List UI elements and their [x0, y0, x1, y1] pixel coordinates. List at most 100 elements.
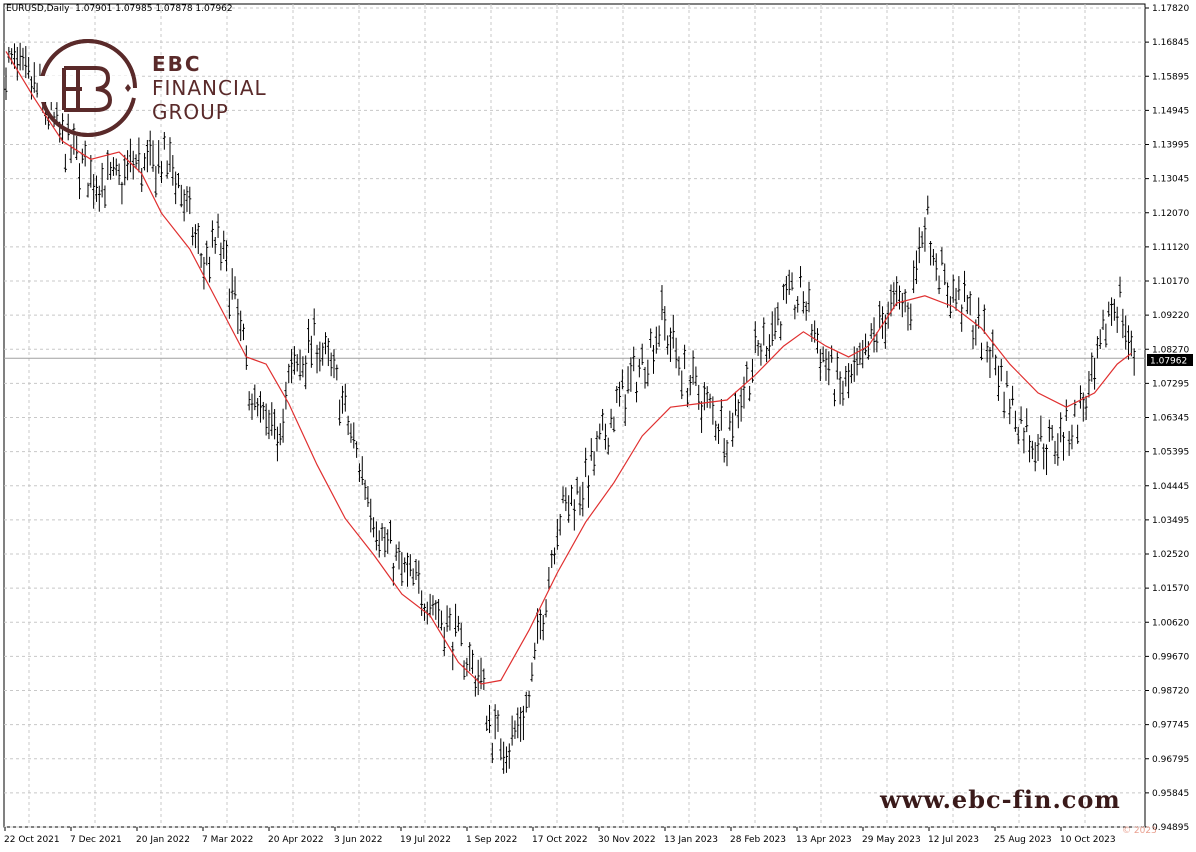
ohlc-bar: [957, 276, 961, 301]
ohlc-bar: [264, 403, 268, 436]
ohlc-bar: [770, 311, 774, 346]
ohlc-bar: [437, 598, 441, 628]
ohlc-bar: [954, 287, 958, 311]
ohlc-bar: [338, 399, 342, 426]
ohlc-bar: [934, 253, 938, 281]
ohlc-bar: [216, 213, 220, 238]
ohlc-bar: [527, 690, 531, 708]
ohlc-bar: [909, 303, 913, 331]
ohlc-bar: [567, 495, 571, 523]
y-tick-label: 1.04445: [1152, 482, 1189, 492]
ohlc-bar: [982, 304, 986, 334]
ohlc-bar: [4, 67, 8, 101]
ohlc-bar: [697, 384, 701, 410]
ohlc-bar: [623, 394, 627, 426]
ohlc-bar: [841, 380, 845, 406]
ohlc-bar: [273, 409, 277, 440]
ohlc-bar: [222, 230, 226, 259]
ohlc-bar: [349, 423, 353, 443]
y-tick-label: 1.06345: [1152, 414, 1189, 424]
ohlc-bar: [881, 306, 885, 339]
ohlc-bar: [753, 321, 757, 353]
ohlc-bar: [324, 332, 328, 355]
x-tick-label: 29 May 2023: [862, 835, 921, 845]
ohlc-bar: [572, 499, 576, 531]
ohlc-bar: [663, 306, 667, 341]
ohlc-bar: [561, 486, 565, 504]
ohlc-bar: [926, 195, 930, 215]
ohlc-bar: [199, 252, 203, 268]
ohlc-bar: [165, 160, 169, 179]
ohlc-bar: [242, 323, 246, 341]
ohlc-bar: [394, 544, 398, 561]
x-tick-label: 25 Aug 2023: [994, 835, 1052, 845]
logo-text-group: GROUP: [152, 100, 229, 124]
ohlc-bar: [140, 167, 144, 192]
ohlc-bar: [858, 342, 862, 366]
moving-average-line: [5, 51, 1132, 685]
ohlc-bar: [292, 346, 296, 375]
ohlc-bar: [793, 304, 797, 320]
ohlc-bar: [157, 140, 161, 174]
ohlc-bar: [838, 371, 842, 405]
ohlc-bar: [290, 348, 294, 384]
ohlc-bar: [541, 614, 545, 641]
ohlc-bar: [1078, 385, 1082, 409]
y-tick-label: 1.13995: [1152, 141, 1189, 151]
ohlc-bar: [756, 340, 760, 356]
ohlc-bar: [332, 349, 336, 379]
ohlc-bar: [258, 391, 262, 423]
ohlc-bar: [782, 283, 786, 301]
ohlc-bar: [428, 593, 432, 618]
ohlc-bar: [374, 521, 378, 551]
ohlc-bar: [315, 344, 319, 374]
ohlc-bar: [1011, 385, 1015, 406]
ohlc-bar: [24, 46, 28, 79]
ohlc-bar: [205, 240, 209, 266]
ohlc-bar: [78, 163, 82, 200]
ohlc-bar: [160, 161, 164, 184]
ohlc-bar: [148, 130, 152, 166]
ohlc-bar: [555, 518, 559, 550]
ohlc-bar: [668, 327, 672, 362]
ohlc-bar: [1070, 424, 1074, 450]
ohlc-bar: [960, 304, 964, 332]
current-price-tag-bg: [1147, 354, 1193, 366]
ohlc-bar: [335, 364, 339, 381]
ohlc-bar: [1061, 432, 1065, 461]
ohlc-bar: [287, 363, 291, 384]
ohlc-bar: [691, 350, 695, 385]
ohlc-bar: [620, 369, 624, 390]
ohlc-bar: [185, 186, 189, 212]
ohlc-bar: [267, 409, 271, 440]
ohlc-bar: [1121, 308, 1125, 339]
ohlc-bar: [835, 352, 839, 380]
y-tick-label: 1.13045: [1152, 175, 1189, 185]
x-tick-label: 20 Apr 2022: [268, 835, 324, 845]
ohlc-bar: [988, 347, 992, 379]
ohlc-bar: [151, 140, 155, 172]
ohlc-bar: [1104, 323, 1108, 348]
ohlc-bar: [256, 398, 260, 417]
ohlc-bar: [329, 352, 333, 377]
ohlc-bar: [1115, 306, 1119, 333]
ohlc-bar: [1033, 442, 1037, 472]
ohlc-bar: [866, 341, 870, 360]
ohlc-bar: [406, 552, 410, 587]
ohlc-bar: [801, 291, 805, 314]
ohlc-bar: [233, 276, 237, 300]
ohlc-bar: [29, 76, 33, 100]
ohlc-bar: [168, 137, 172, 173]
ohlc-bar: [196, 223, 200, 254]
ohlc-bar: [895, 276, 899, 307]
ohlc-bar: [598, 423, 602, 440]
info-bar: EURUSD,Daily 1.07901 1.07985 1.07878 1.0…: [6, 4, 233, 14]
ohlc-bar: [363, 479, 367, 500]
ohlc-bar: [89, 155, 93, 188]
ohlc-bar: [912, 260, 916, 294]
ohlc-bar: [736, 399, 740, 429]
ohlc-bar: [847, 363, 851, 399]
ohlc-bar: [1050, 424, 1054, 441]
ohlc-bar: [355, 441, 359, 458]
ohlc-bar: [968, 291, 972, 316]
